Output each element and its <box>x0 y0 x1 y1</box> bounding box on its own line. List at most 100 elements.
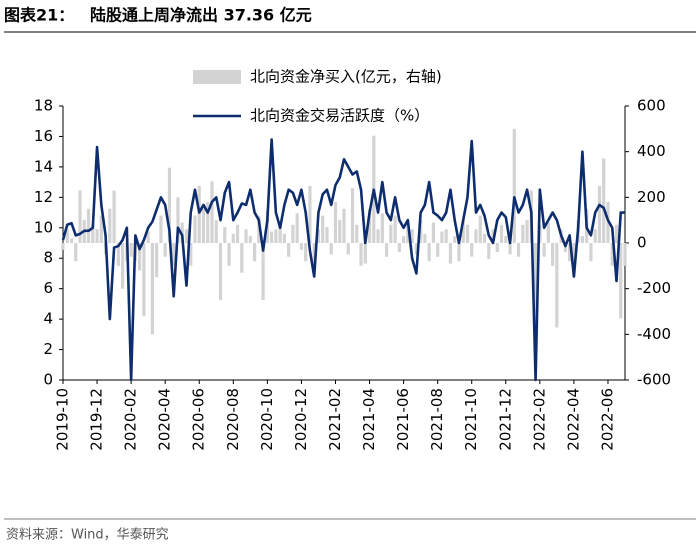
bar <box>568 243 572 262</box>
bar <box>427 243 431 262</box>
y2-tick-label: 400 <box>637 142 666 160</box>
bar <box>304 243 308 262</box>
bar <box>129 243 133 257</box>
bar <box>414 243 418 255</box>
x-tick-label: 2021-12 <box>496 388 514 451</box>
bar <box>78 190 82 243</box>
bar <box>218 243 223 301</box>
bar <box>482 233 487 243</box>
bar <box>465 224 470 243</box>
x-tick-label: 2019-10 <box>54 388 72 451</box>
x-tick-label: 2021-02 <box>326 388 344 451</box>
x-tick-label: 2020-04 <box>156 388 174 451</box>
y-tick-label: 8 <box>43 249 53 267</box>
bar <box>99 215 103 243</box>
bar <box>270 231 274 243</box>
legend-label: 北向资金净买入(亿元，右轴) <box>250 68 442 86</box>
x-tick-label: 2021-08 <box>428 388 446 451</box>
bar <box>525 220 529 243</box>
bar <box>291 224 295 243</box>
bar <box>240 243 244 273</box>
x-tick-label: 2020-02 <box>122 388 140 451</box>
bar <box>159 215 163 243</box>
bar <box>61 243 65 250</box>
figure-label: 图表21： <box>4 6 74 25</box>
bar <box>453 236 457 243</box>
x-tick-label: 2020-06 <box>190 388 208 451</box>
bar <box>363 243 367 264</box>
bar <box>231 233 235 243</box>
bar <box>346 243 350 255</box>
chart-title: 陆股通上周净流出 37.36 亿元 <box>90 6 312 25</box>
y-tick-label: 10 <box>34 218 53 236</box>
bar <box>474 229 478 243</box>
bar <box>223 227 227 243</box>
bar <box>252 243 257 262</box>
y2-tick-label: 0 <box>637 234 647 252</box>
bar <box>210 181 214 243</box>
x-tick-label: 2022-06 <box>598 388 616 451</box>
bar <box>389 224 393 243</box>
x-tick-label: 2021-06 <box>394 388 412 451</box>
bar <box>163 243 167 257</box>
bar <box>384 243 389 257</box>
bar <box>542 243 546 257</box>
bar <box>448 243 453 264</box>
bar <box>312 243 316 266</box>
bar <box>74 243 78 262</box>
bar <box>512 128 516 243</box>
bar <box>436 243 440 257</box>
bar <box>516 243 521 257</box>
bar <box>112 190 116 243</box>
bar <box>367 208 372 243</box>
y-tick-label: 6 <box>43 279 53 297</box>
y2-tick-label: -200 <box>637 279 671 297</box>
bar <box>350 188 355 243</box>
x-tick-label: 2019-12 <box>88 388 106 451</box>
bar <box>597 185 602 243</box>
bar <box>206 201 210 243</box>
bar <box>248 236 252 243</box>
bar <box>69 238 74 243</box>
y-tick-label: 12 <box>34 188 53 206</box>
bar <box>406 224 410 243</box>
bar <box>546 222 550 243</box>
bar <box>551 243 555 266</box>
bar <box>589 243 593 262</box>
bar <box>444 229 448 243</box>
bar <box>321 215 325 243</box>
bar <box>325 227 329 243</box>
bar <box>487 243 491 259</box>
bar <box>419 220 423 243</box>
bar <box>461 220 465 243</box>
bar <box>146 231 150 243</box>
bar <box>431 222 436 243</box>
bar <box>282 233 286 243</box>
bar <box>580 236 585 243</box>
bar <box>342 208 346 243</box>
bar <box>91 224 95 243</box>
bar <box>155 243 159 278</box>
bar <box>393 215 397 243</box>
bar <box>614 224 619 243</box>
bar <box>376 229 380 243</box>
bar <box>563 243 567 253</box>
bar <box>610 243 614 266</box>
bar <box>504 236 508 243</box>
x-tick-label: 2020-08 <box>224 388 242 451</box>
bar <box>116 243 120 266</box>
bar <box>572 243 576 278</box>
bar <box>278 224 282 243</box>
bar <box>244 229 248 243</box>
y2-tick-label: 600 <box>637 97 666 115</box>
bar <box>402 236 406 243</box>
bar <box>214 220 218 243</box>
bar <box>355 224 359 243</box>
y-tick-label: 18 <box>34 97 53 115</box>
source: 资料来源：Wind，华泰研究 <box>6 528 169 543</box>
y-tick-label: 0 <box>43 371 53 389</box>
bar <box>333 201 338 243</box>
bar <box>308 185 312 243</box>
x-tick-label: 2021-04 <box>360 388 378 451</box>
bar <box>189 243 193 266</box>
